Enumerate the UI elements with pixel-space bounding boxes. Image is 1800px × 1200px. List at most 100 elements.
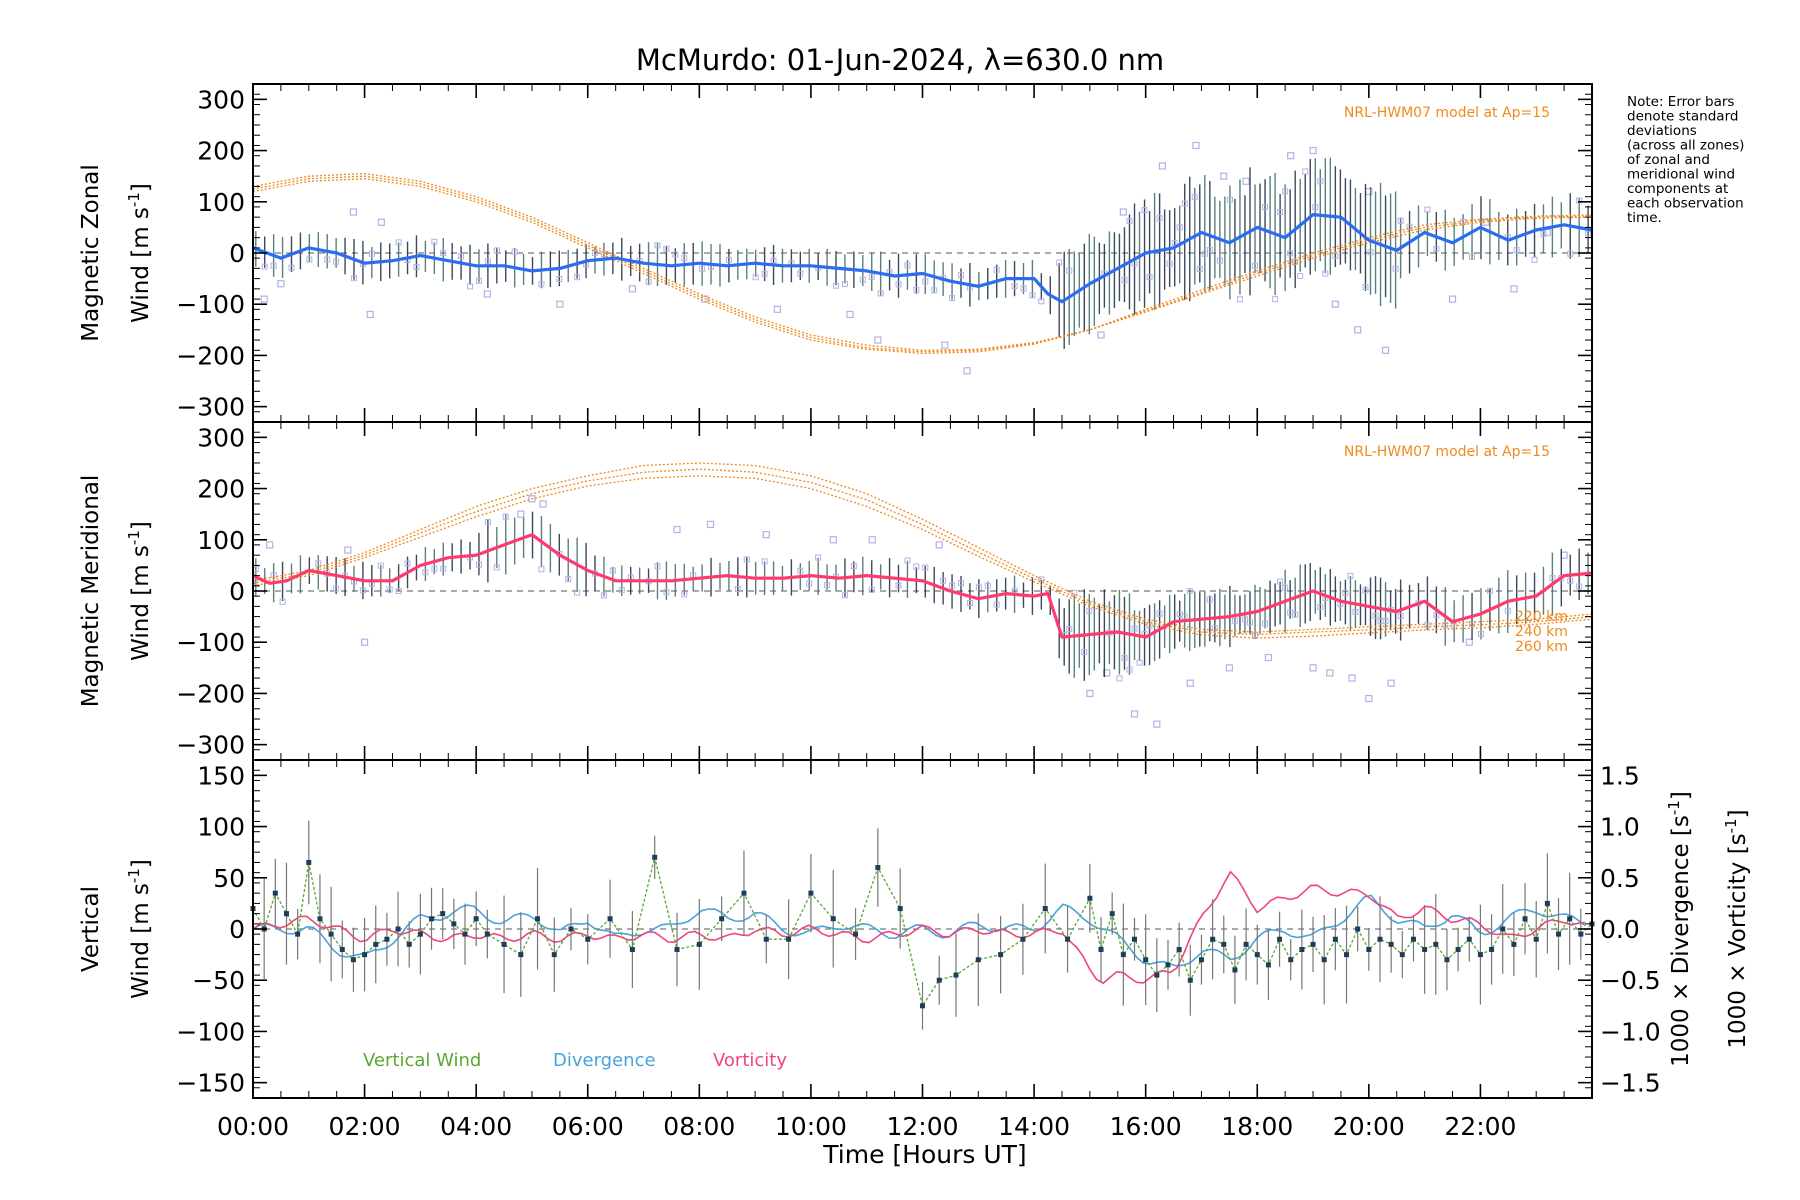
zone-scatter-point (431, 565, 438, 572)
zone-scatter-point (528, 495, 536, 503)
y2-tick-label: −1.0 (1600, 1017, 1661, 1046)
zone-scatter-point (440, 565, 447, 572)
y-tick-label: 100 (197, 188, 245, 217)
vertical-wind-point (339, 946, 345, 952)
zone-scatter-point (1332, 252, 1339, 259)
zone-scatter-point (904, 262, 911, 269)
vertical-wind-point (484, 931, 490, 937)
zone-scatter-point (333, 585, 340, 592)
zone-scatter-point (1354, 326, 1362, 334)
zone-scatter-point (1540, 230, 1547, 237)
zone-scatter-point (395, 588, 402, 595)
vertical-wind-point (1466, 936, 1472, 942)
zone-scatter-point (1097, 331, 1105, 339)
zone-scatter-point (663, 589, 670, 596)
zone-scatter-point (645, 278, 652, 285)
zone-scatter-point (1264, 653, 1273, 662)
zone-scatter-point (1146, 622, 1153, 629)
zone-scatter-point (868, 536, 876, 544)
zone-scatter-point (1086, 689, 1094, 698)
x-tick-label: 20:00 (1333, 1112, 1405, 1141)
x-tick-label: 06:00 (552, 1112, 624, 1141)
zone-scatter-point (1372, 612, 1379, 619)
x-tick-label: 10:00 (775, 1112, 847, 1141)
vertical-wind-point (373, 941, 379, 947)
zone-scatter-point (1392, 265, 1399, 272)
y-axis-label-line1: Magnetic Meridional (78, 475, 104, 708)
zone-scatter-point (1166, 260, 1173, 267)
zone-scatter-point (315, 560, 322, 567)
y-tick-label: 200 (197, 475, 245, 504)
zone-scatter-point (1225, 664, 1233, 672)
zone-scatter-point (913, 563, 920, 570)
zone-scatter-point (725, 256, 732, 263)
y-tick-label: 0 (229, 577, 245, 606)
zone-scatter-point (859, 276, 866, 283)
vertical-wind-point (1422, 946, 1428, 952)
model-alt-label-220: 220 km (1515, 609, 1568, 625)
zone-scatter-point (350, 275, 357, 282)
zone-scatter-point (1326, 669, 1334, 677)
zone-scatter-point (877, 290, 884, 297)
vertical-wind-point (1489, 946, 1495, 952)
zone-scatter-point (1220, 172, 1228, 180)
x-tick-label: 08:00 (663, 1112, 735, 1141)
vertical-wind-point (535, 916, 541, 922)
zone-scatter-point (1365, 694, 1373, 703)
zone-scatter-point (1362, 587, 1369, 594)
model-curve-model-260km (252, 178, 1593, 355)
zone-scatter-point (1549, 575, 1556, 582)
zone-scatter-point (1252, 262, 1259, 269)
model-alt-label-240: 240 km (1515, 624, 1568, 640)
zone-scatter-point (1513, 247, 1520, 254)
zone-scatter-point (377, 218, 385, 226)
zone-scatter-point (761, 271, 768, 278)
zone-scatter-point (431, 238, 438, 245)
zone-scatter-point (1201, 250, 1208, 257)
zone-scatter-point (1038, 576, 1045, 583)
vertical-wind-point (395, 926, 401, 932)
y-tick-label: −150 (176, 1069, 245, 1098)
vertical-wind-point (1332, 936, 1338, 942)
zone-scatter-point (1312, 204, 1319, 211)
zone-scatter-point (484, 258, 491, 265)
zone-scatter-point (1442, 622, 1449, 629)
y-tick-label: −100 (176, 1017, 245, 1046)
zone-scatter-point (1103, 669, 1111, 677)
zone-scatter-point (895, 582, 902, 589)
zone-scatter-point (1141, 207, 1148, 214)
zone-scatter-point (395, 239, 402, 246)
vertical-wind-point (1444, 957, 1450, 963)
vertical-wind-point (1243, 941, 1249, 947)
zone-scatter-point (1297, 273, 1304, 280)
zone-scatter-point (1460, 218, 1467, 225)
vertical-wind-point (1288, 957, 1294, 963)
zone-scatter-point (359, 587, 366, 594)
vertical-wind-point (763, 936, 769, 942)
y-tick-label: 50 (213, 864, 245, 893)
vertical-wind-point (440, 911, 446, 917)
zone-scatter-point (1130, 710, 1139, 718)
zone-scatter-point (846, 310, 854, 319)
zone-scatter-point (1011, 283, 1018, 290)
vertical-wind-point (1399, 952, 1405, 958)
zone-scatter-point (1119, 208, 1127, 216)
x-tick-label: 22:00 (1444, 1112, 1516, 1141)
vertical-wind-point (1210, 936, 1216, 942)
zone-scatter-point (1282, 584, 1289, 591)
zone-scatter-point (475, 277, 482, 284)
zone-scatter-point (841, 592, 848, 599)
zone-scatter-point (1282, 188, 1289, 195)
vertical-wind-point (1377, 936, 1383, 942)
zone-scatter-point (672, 251, 679, 258)
zone-scatter-point (984, 582, 991, 589)
zone-scatter-point (1262, 620, 1269, 627)
zone-scatter-point (1486, 587, 1493, 594)
zone-scatter-point (913, 287, 920, 294)
y2-tick-label: 1.5 (1600, 761, 1640, 790)
zone-scatter-point (1236, 296, 1243, 303)
note-line: Note: Error bars (1627, 94, 1734, 110)
vertical-wind-point (953, 972, 959, 978)
zone-scatter-point (1382, 617, 1389, 624)
zone-scatter-point (1406, 223, 1413, 230)
